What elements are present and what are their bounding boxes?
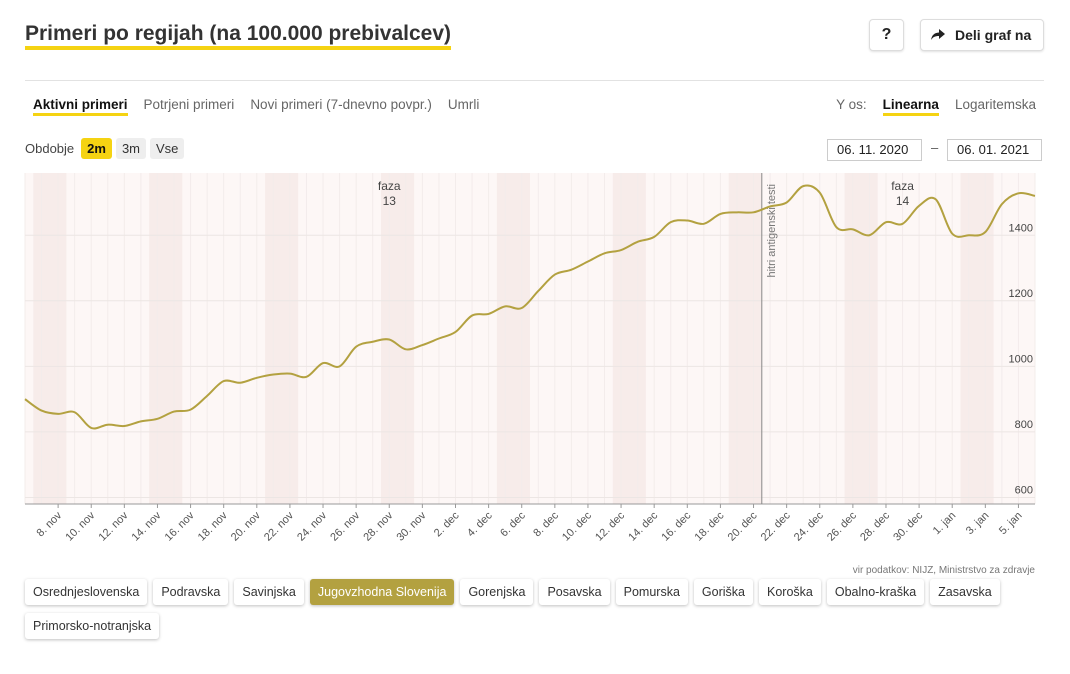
tab-new-cases[interactable]: Novi primeri (7-dnevno povpr.) xyxy=(250,97,432,112)
x-tick-label: 16. dec xyxy=(659,509,693,543)
weekend-band xyxy=(149,173,183,504)
share-button[interactable]: Deli graf na xyxy=(920,19,1044,51)
region-jugovzhodna-slovenija[interactable]: Jugovzhodna Slovenija xyxy=(309,579,455,605)
page-title: Primeri po regijah (na 100.000 prebivalc… xyxy=(25,22,452,50)
x-tick-label: 12. nov xyxy=(96,509,130,543)
metric-tabs: Aktivni primeri Potrjeni primeri Novi pr… xyxy=(33,97,479,116)
y-tick-label: 1000 xyxy=(1009,353,1033,365)
x-tick-label: 20. nov xyxy=(229,509,263,543)
header-divider xyxy=(25,80,1044,81)
region-podravska[interactable]: Podravska xyxy=(153,579,229,605)
x-tick-label: 30. dec xyxy=(891,509,925,543)
region-osrednjeslovenska[interactable]: Osrednjeslovenska xyxy=(25,579,148,605)
share-button-label: Deli graf na xyxy=(955,27,1032,43)
tab-deaths[interactable]: Umrli xyxy=(447,97,480,112)
region-selector: Osrednjeslovenska Podravska Savinjska Ju… xyxy=(25,579,1035,639)
x-tick-label: 26. nov xyxy=(328,509,362,543)
x-tick-label: 3. jan xyxy=(964,510,992,538)
y-tick-label: 1200 xyxy=(1009,288,1033,300)
weekend-band xyxy=(844,173,878,504)
y-scale-label: Y os: xyxy=(836,97,867,112)
y-tick-label: 800 xyxy=(1015,419,1033,431)
x-tick-label: 6. dec xyxy=(498,509,528,539)
x-tick-label: 16. nov xyxy=(163,509,197,543)
x-tick-label: 18. nov xyxy=(196,509,230,543)
x-tick-label: 24. nov xyxy=(295,509,329,543)
region-savinjska[interactable]: Savinjska xyxy=(234,579,304,605)
period-label: Obdobje xyxy=(25,141,75,156)
y-tick-label: 1400 xyxy=(1009,222,1033,234)
y-tick-label: 600 xyxy=(1015,484,1033,496)
x-tick-label: 24. dec xyxy=(792,509,826,543)
x-tick-label: 4. dec xyxy=(465,509,495,539)
period-all-button[interactable]: Vse xyxy=(150,138,185,159)
x-tick-label: 28. nov xyxy=(361,509,395,543)
phase-label-title: faza xyxy=(891,179,914,193)
weekend-band xyxy=(728,173,762,504)
annotation-vline-label: hitri antigenski testi xyxy=(766,184,778,278)
x-tick-label: 22. dec xyxy=(759,509,793,543)
help-button[interactable]: ? xyxy=(869,19,904,51)
x-tick-label: 14. nov xyxy=(130,509,164,543)
series-line xyxy=(24,184,1036,430)
x-tick-label: 10. nov xyxy=(63,509,97,543)
phase-label-title: faza xyxy=(378,179,401,193)
weekend-band xyxy=(265,173,299,504)
x-tick-label: 10. dec xyxy=(560,509,594,543)
region-primorsko-notranjska[interactable]: Primorsko-notranjska xyxy=(25,613,160,639)
share-arrow-icon xyxy=(931,21,945,51)
x-tick-label: 12. dec xyxy=(593,509,627,543)
period-selector: Obdobje 2m 3m Vse xyxy=(25,138,185,159)
x-tick-label: 8. dec xyxy=(531,509,561,539)
y-scale-linear[interactable]: Linearna xyxy=(882,97,939,116)
region-zasavska[interactable]: Zasavska xyxy=(930,579,1000,605)
x-tick-label: 18. dec xyxy=(693,509,727,543)
period-2m-button[interactable]: 2m xyxy=(81,138,112,159)
weekend-band xyxy=(960,173,994,504)
x-tick-label: 28. dec xyxy=(858,509,892,543)
weekend-band xyxy=(496,173,530,504)
date-to-input[interactable]: 06. 01. 2021 xyxy=(947,139,1042,161)
region-koroska[interactable]: Koroška xyxy=(759,579,821,605)
y-scale-selector: Y os: Linearna Logaritemska xyxy=(836,97,1036,116)
x-tick-label: 1. jan xyxy=(931,510,959,538)
region-posavska[interactable]: Posavska xyxy=(539,579,610,605)
tab-active-cases[interactable]: Aktivni primeri xyxy=(33,97,128,116)
region-obalno-kraska[interactable]: Obalno-kraška xyxy=(826,579,925,605)
x-tick-label: 14. dec xyxy=(626,509,660,543)
date-range-dash: – xyxy=(931,140,939,155)
weekend-band xyxy=(33,173,67,504)
phase-label-number: 14 xyxy=(896,194,910,208)
x-tick-label: 2. dec xyxy=(432,509,462,539)
tab-confirmed-cases[interactable]: Potrjeni primeri xyxy=(143,97,235,112)
x-tick-label: 30. nov xyxy=(394,509,428,543)
region-gorenjska[interactable]: Gorenjska xyxy=(460,579,534,605)
data-source: vir podatkov: NIJZ, Ministrstvo za zdrav… xyxy=(852,565,1035,576)
period-3m-button[interactable]: 3m xyxy=(115,138,147,159)
weekend-band xyxy=(612,173,646,504)
date-from-input[interactable]: 06. 11. 2020 xyxy=(827,139,922,161)
x-tick-label: 20. dec xyxy=(726,509,760,543)
x-tick-label: 5. jan xyxy=(997,510,1025,538)
x-tick-label: 26. dec xyxy=(825,509,859,543)
region-goriska[interactable]: Goriška xyxy=(693,579,753,605)
region-pomurska[interactable]: Pomurska xyxy=(615,579,688,605)
phase-label-number: 13 xyxy=(383,194,397,208)
y-scale-log[interactable]: Logaritemska xyxy=(954,97,1036,112)
x-tick-label: 8. nov xyxy=(35,509,65,539)
x-tick-label: 22. nov xyxy=(262,509,296,543)
